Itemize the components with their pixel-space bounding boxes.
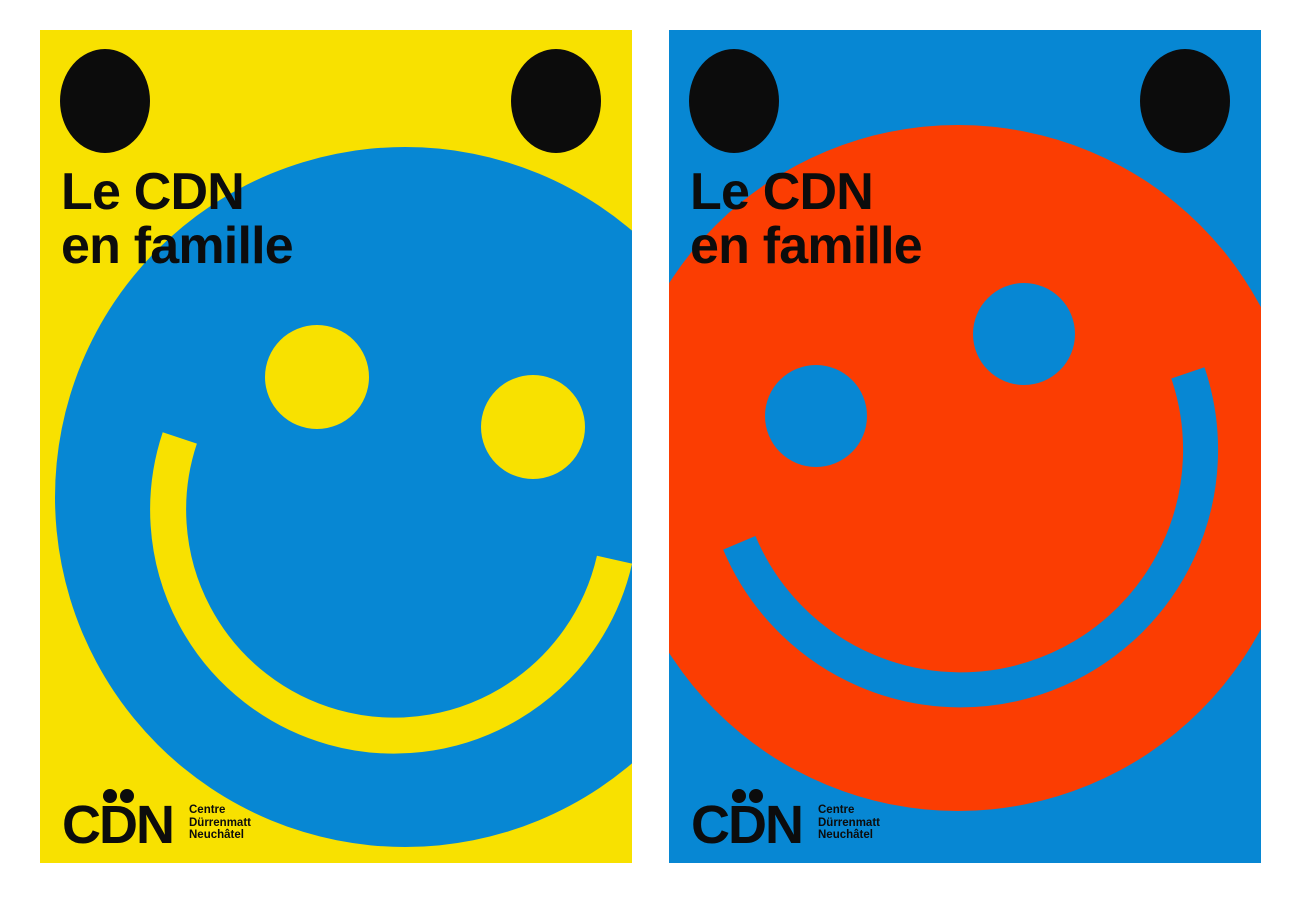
cdn-logo-subtext: Centre Dürrenmatt Neuchâtel <box>189 804 251 842</box>
smile-arc <box>150 432 632 754</box>
d-diaeresis-dot-right <box>749 789 763 803</box>
cdn-logo: CDN Centre Dürrenmatt Neuchâtel <box>62 789 362 862</box>
cdn-logo-subtext-line2: Dürrenmatt <box>189 816 251 829</box>
right-eye <box>481 375 585 479</box>
smile-arc <box>723 367 1219 708</box>
poster-yellow: Le CDN en famille CDN Centre Dürrenmatt … <box>40 30 632 863</box>
smiley-artwork <box>669 30 1261 863</box>
cdn-logo-subtext-line3: Neuchâtel <box>189 829 244 841</box>
cdn-logo-word: CDN <box>691 795 804 855</box>
cdn-logo-subtext-line1: Centre <box>189 804 226 816</box>
cdn-logo-subtext-line3: Neuchâtel <box>818 829 873 841</box>
poster-title: Le CDN en famille <box>61 163 294 275</box>
smiley-artwork <box>40 30 632 863</box>
poster-title: Le CDN en famille <box>690 163 923 275</box>
poster-title-line1: Le CDN <box>690 163 874 221</box>
right-eye <box>973 283 1075 385</box>
poster-blue: Le CDN en famille CDN Centre Dürrenmatt … <box>669 30 1261 863</box>
d-diaeresis-dot-right <box>120 789 134 803</box>
d-diaeresis-dot-left <box>732 789 746 803</box>
poster-title-line2: en famille <box>690 217 923 275</box>
corner-dot-left <box>689 49 779 153</box>
corner-dot-right <box>511 49 601 153</box>
d-diaeresis-dot-left <box>103 789 117 803</box>
cdn-logo: CDN Centre Dürrenmatt Neuchâtel <box>691 789 991 862</box>
corner-dot-right <box>1140 49 1230 153</box>
cdn-logo-subtext: Centre Dürrenmatt Neuchâtel <box>818 804 880 842</box>
cdn-logo-word: CDN <box>62 795 175 855</box>
left-eye <box>265 325 369 429</box>
poster-title-line2: en famille <box>61 217 294 275</box>
corner-dot-left <box>60 49 150 153</box>
cdn-logo-subtext-line2: Dürrenmatt <box>818 816 880 829</box>
cdn-logo-subtext-line1: Centre <box>818 804 855 816</box>
poster-title-line1: Le CDN <box>61 163 245 221</box>
left-eye <box>765 365 867 467</box>
face-circle <box>55 147 632 847</box>
